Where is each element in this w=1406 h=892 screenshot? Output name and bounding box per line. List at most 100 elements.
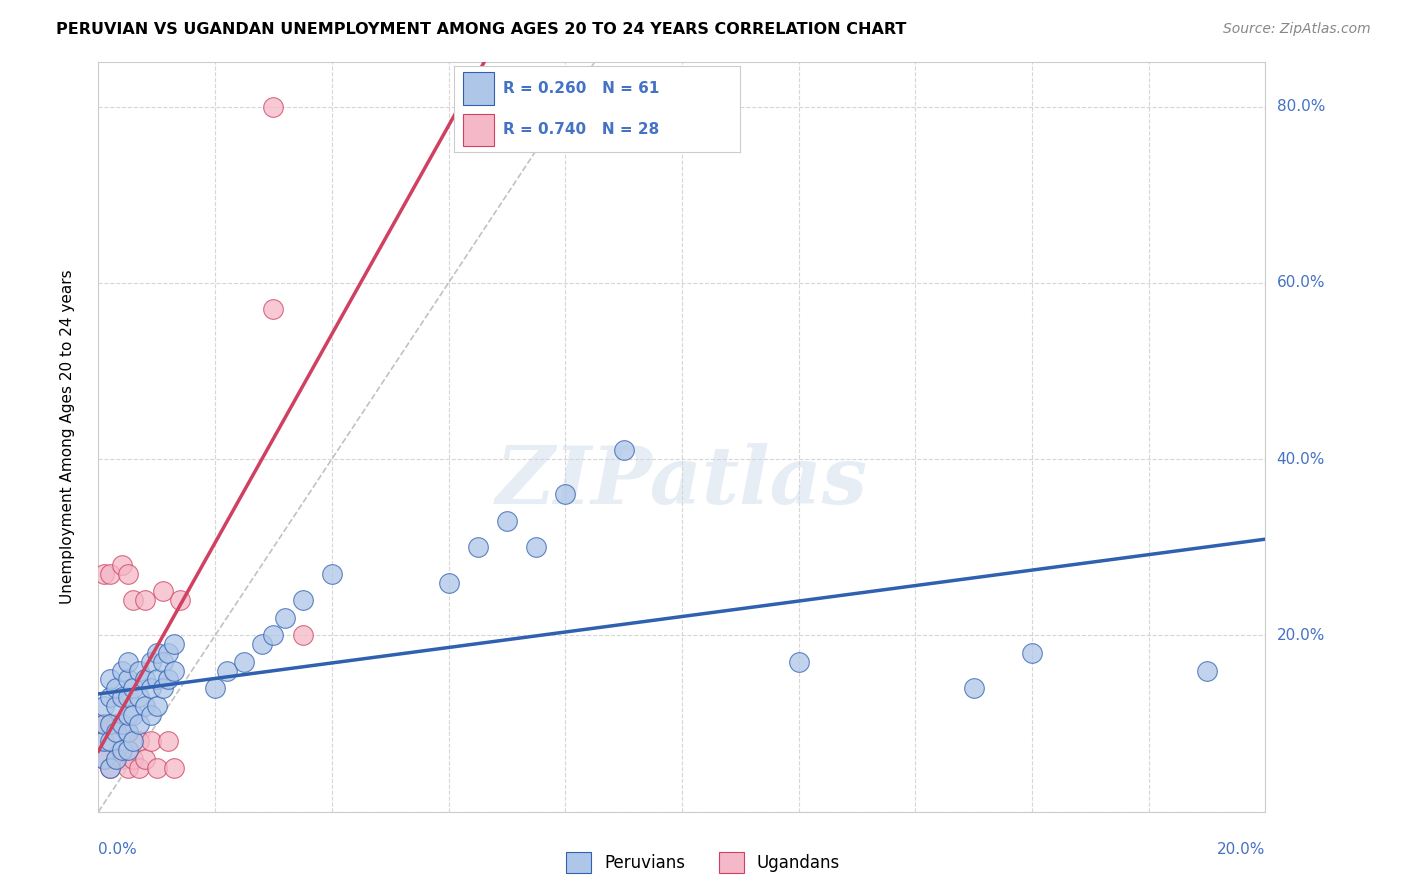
Point bbox=[612, 443, 634, 458]
Point bbox=[122, 752, 145, 766]
Point bbox=[93, 752, 115, 766]
Point bbox=[157, 734, 180, 748]
Point bbox=[104, 752, 127, 766]
Point bbox=[139, 655, 162, 669]
Point bbox=[117, 655, 139, 669]
Point bbox=[962, 681, 984, 696]
Text: 80.0%: 80.0% bbox=[1277, 99, 1324, 114]
Point bbox=[128, 664, 150, 678]
Text: PERUVIAN VS UGANDAN UNEMPLOYMENT AMONG AGES 20 TO 24 YEARS CORRELATION CHART: PERUVIAN VS UGANDAN UNEMPLOYMENT AMONG A… bbox=[56, 22, 907, 37]
Point bbox=[117, 725, 139, 739]
Point bbox=[152, 655, 174, 669]
Point bbox=[787, 655, 810, 669]
Point bbox=[291, 593, 314, 607]
Point bbox=[117, 673, 139, 687]
Point bbox=[117, 761, 139, 775]
Point bbox=[104, 681, 127, 696]
Point bbox=[93, 734, 115, 748]
Point bbox=[321, 566, 343, 581]
Point bbox=[152, 584, 174, 599]
Text: Source: ZipAtlas.com: Source: ZipAtlas.com bbox=[1223, 22, 1371, 37]
Point bbox=[122, 593, 145, 607]
Point bbox=[98, 716, 121, 731]
Point bbox=[128, 716, 150, 731]
Point bbox=[111, 752, 134, 766]
Point bbox=[496, 514, 519, 528]
Point bbox=[98, 673, 121, 687]
Text: 0.0%: 0.0% bbox=[98, 842, 138, 857]
Point bbox=[134, 752, 156, 766]
Point bbox=[111, 743, 134, 757]
Point bbox=[157, 673, 180, 687]
Point bbox=[104, 725, 127, 739]
Point bbox=[93, 716, 115, 731]
Y-axis label: Unemployment Among Ages 20 to 24 years: Unemployment Among Ages 20 to 24 years bbox=[60, 269, 75, 605]
Point bbox=[117, 725, 139, 739]
Point bbox=[98, 734, 121, 748]
Point bbox=[93, 566, 115, 581]
Point bbox=[111, 558, 134, 572]
Point bbox=[98, 761, 121, 775]
Text: 60.0%: 60.0% bbox=[1277, 276, 1324, 290]
Point bbox=[98, 716, 121, 731]
Point bbox=[204, 681, 226, 696]
Point bbox=[157, 646, 180, 660]
Point bbox=[93, 698, 115, 713]
Text: 20.0%: 20.0% bbox=[1277, 628, 1324, 643]
Point bbox=[111, 716, 134, 731]
Point bbox=[233, 655, 256, 669]
Point bbox=[122, 681, 145, 696]
Point bbox=[139, 681, 162, 696]
Point bbox=[98, 566, 121, 581]
Point bbox=[104, 716, 127, 731]
Point bbox=[262, 99, 284, 113]
Point bbox=[262, 302, 284, 317]
Point bbox=[117, 690, 139, 705]
Point bbox=[169, 593, 191, 607]
Point bbox=[134, 593, 156, 607]
Point bbox=[163, 761, 186, 775]
Point bbox=[93, 752, 115, 766]
Legend: Peruvians, Ugandans: Peruvians, Ugandans bbox=[560, 846, 846, 880]
Point bbox=[146, 698, 169, 713]
Point bbox=[262, 628, 284, 642]
Point bbox=[128, 690, 150, 705]
Point bbox=[1195, 664, 1218, 678]
Point bbox=[146, 673, 169, 687]
Point bbox=[163, 664, 186, 678]
Point bbox=[98, 761, 121, 775]
Point bbox=[98, 690, 121, 705]
Point bbox=[111, 690, 134, 705]
Point bbox=[128, 761, 150, 775]
Text: ZIPatlas: ZIPatlas bbox=[496, 443, 868, 521]
Point bbox=[437, 575, 460, 590]
Point bbox=[104, 698, 127, 713]
Point bbox=[104, 752, 127, 766]
Point bbox=[134, 673, 156, 687]
Point bbox=[122, 734, 145, 748]
Point bbox=[128, 734, 150, 748]
Point bbox=[111, 664, 134, 678]
Point bbox=[117, 566, 139, 581]
Point bbox=[93, 716, 115, 731]
Point bbox=[291, 628, 314, 642]
Point bbox=[467, 541, 489, 555]
Point bbox=[139, 707, 162, 722]
Point bbox=[122, 707, 145, 722]
Point bbox=[146, 646, 169, 660]
Point bbox=[274, 611, 297, 625]
Point bbox=[524, 541, 547, 555]
Point bbox=[1021, 646, 1043, 660]
Point bbox=[139, 734, 162, 748]
Text: 40.0%: 40.0% bbox=[1277, 451, 1324, 467]
Point bbox=[117, 707, 139, 722]
Text: 20.0%: 20.0% bbox=[1218, 842, 1265, 857]
Point bbox=[134, 698, 156, 713]
Point bbox=[215, 664, 238, 678]
Point bbox=[146, 761, 169, 775]
Point bbox=[554, 487, 576, 501]
Point bbox=[117, 743, 139, 757]
Point bbox=[163, 637, 186, 651]
Point bbox=[250, 637, 273, 651]
Point bbox=[152, 681, 174, 696]
